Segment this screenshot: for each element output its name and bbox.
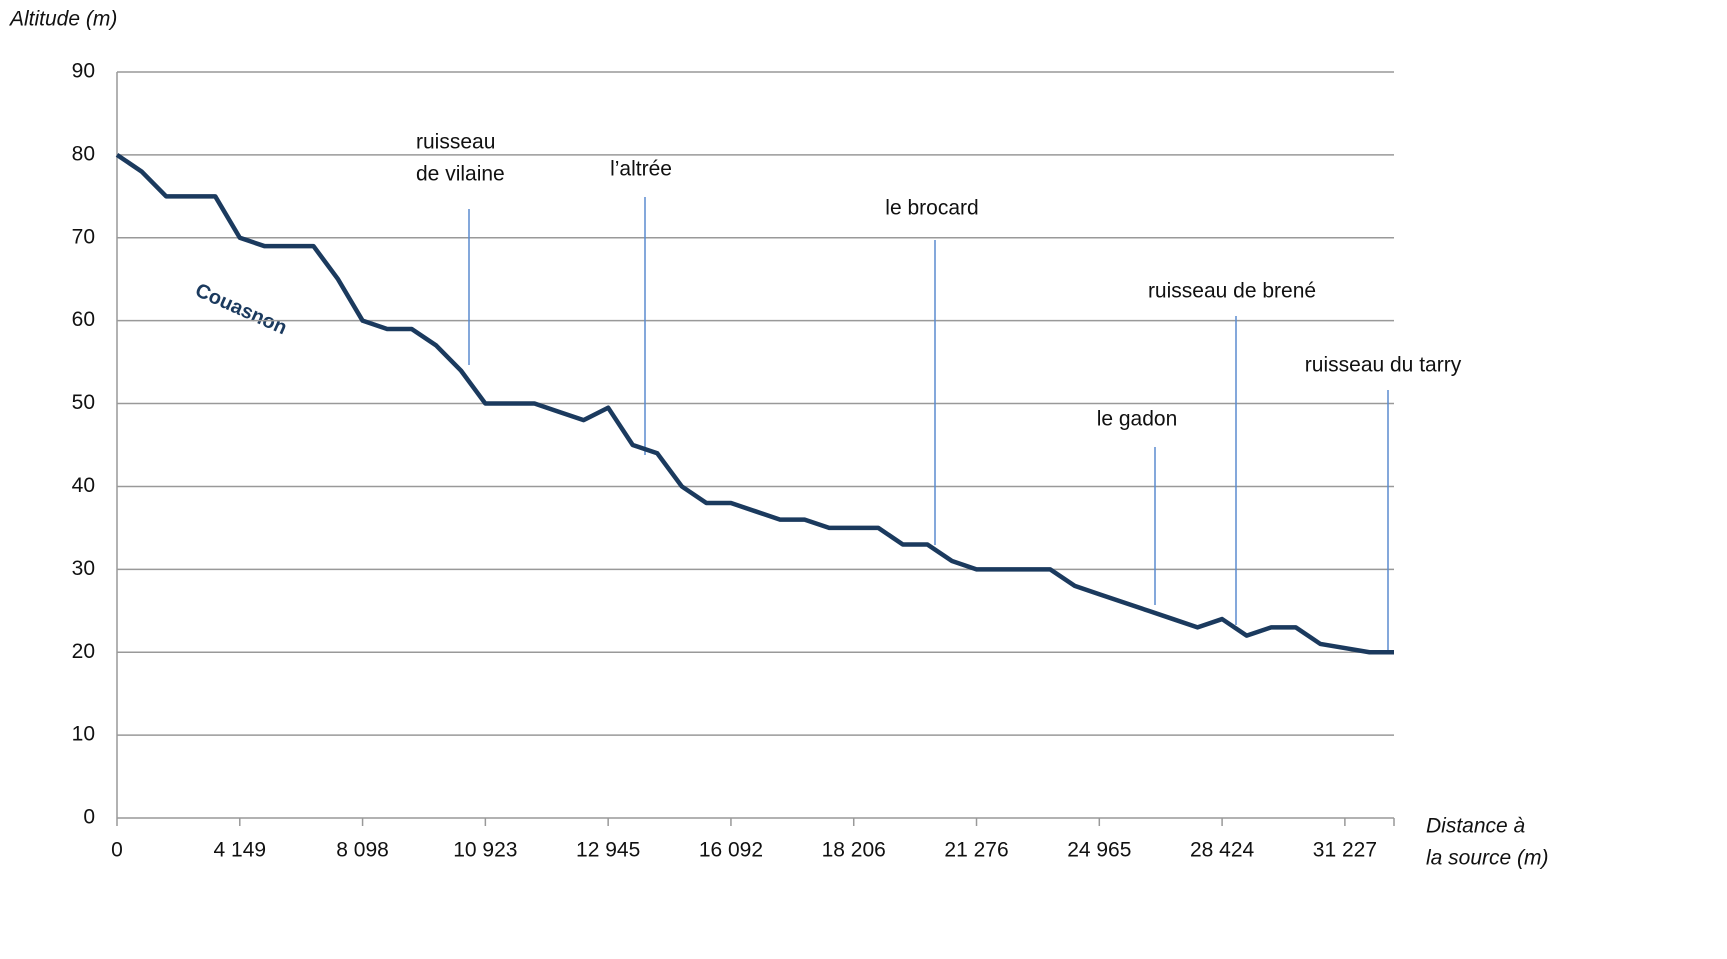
y-tick-label: 70 [72, 225, 95, 248]
x-tick-label: 8 098 [336, 839, 389, 862]
y-tick-label: 30 [72, 557, 95, 580]
annotation-label: le brocard [885, 197, 978, 220]
y-tick-label: 90 [72, 60, 95, 83]
x-tick-label: 4 149 [214, 839, 267, 862]
annotation-label: ruisseau [416, 131, 495, 154]
x-tick-label: 21 276 [944, 839, 1008, 862]
annotation-label: de vilaine [416, 163, 505, 186]
y-axis-label: Altitude (m) [8, 8, 117, 31]
x-tick-label: 0 [111, 839, 123, 862]
x-tick-label: 31 227 [1313, 839, 1377, 862]
y-tick-label: 80 [72, 142, 95, 165]
x-tick-label: 28 424 [1190, 839, 1255, 862]
x-tick-label: 16 092 [699, 839, 763, 862]
profile-line [115, 153, 1394, 655]
annotation-label: le gadon [1097, 408, 1178, 431]
y-tick-label: 20 [72, 640, 95, 663]
x-tick-label: 18 206 [822, 839, 886, 862]
x-tick-label: 10 923 [453, 839, 517, 862]
y-tick-label: 50 [72, 391, 95, 414]
line-label: Couasnon [192, 279, 290, 339]
y-tick-label: 40 [72, 474, 95, 497]
x-tick-label: 12 945 [576, 839, 640, 862]
x-axis-label: la source (m) [1426, 847, 1549, 870]
y-tick-label: 60 [72, 308, 95, 331]
y-tick-label: 0 [83, 806, 95, 829]
x-tick-label: 24 965 [1067, 839, 1131, 862]
annotation-label: ruisseau du tarry [1305, 354, 1462, 377]
annotation-label: ruisseau de brené [1148, 280, 1316, 303]
y-tick-label: 10 [72, 723, 95, 746]
annotation-label: l’altrée [610, 158, 672, 181]
x-axis-label: Distance à [1426, 815, 1526, 838]
